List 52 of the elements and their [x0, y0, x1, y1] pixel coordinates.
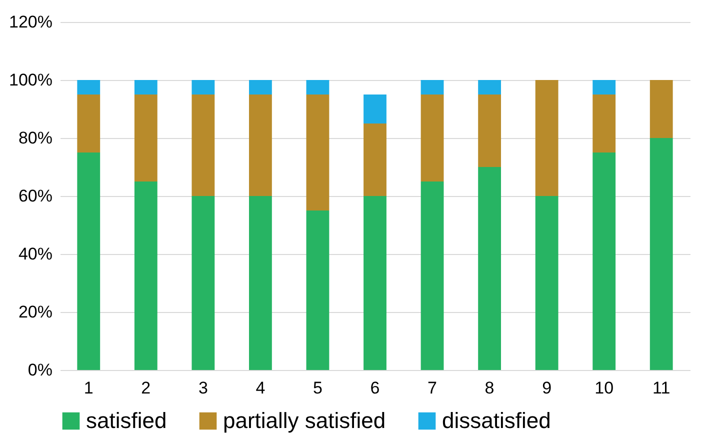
- bar: [364, 124, 386, 196]
- legend-label: dissatisfied: [442, 408, 551, 433]
- y-tick-label: 60%: [18, 186, 52, 206]
- x-tick-label: 7: [428, 378, 438, 398]
- x-tick-label: 6: [370, 378, 380, 398]
- x-tick-label: 9: [542, 378, 552, 398]
- bar: [192, 94, 215, 196]
- bar: [192, 80, 215, 94]
- bar: [478, 80, 501, 94]
- bar: [249, 80, 272, 94]
- bar: [134, 182, 158, 370]
- x-tick-label: 8: [484, 378, 494, 398]
- x-tick-label: 5: [312, 378, 322, 398]
- bar: [478, 167, 501, 370]
- bar: [420, 94, 444, 182]
- bar: [134, 80, 158, 94]
- y-tick-label: 80%: [18, 128, 52, 148]
- legend-label: satisfied: [86, 408, 167, 433]
- bar: [77, 80, 100, 94]
- bar: [249, 196, 272, 370]
- bar: [306, 80, 330, 94]
- bar: [77, 94, 100, 152]
- x-tick-label: 1: [84, 378, 94, 398]
- y-tick-label: 120%: [9, 12, 52, 32]
- x-tick-label: 4: [256, 378, 266, 398]
- bar: [650, 80, 673, 138]
- x-tick-label: 3: [198, 378, 208, 398]
- x-tick-label: 10: [594, 378, 614, 398]
- bar: [535, 196, 558, 370]
- bar: [478, 94, 501, 167]
- bar: [249, 94, 272, 196]
- bar: [364, 94, 386, 124]
- bar: [77, 152, 100, 370]
- bar: [364, 196, 386, 370]
- bar: [650, 138, 673, 370]
- bar: [420, 182, 444, 370]
- bar: [535, 80, 558, 196]
- x-tick-label: 2: [141, 378, 151, 398]
- bar: [306, 210, 330, 370]
- legend-label: partially satisfied: [223, 408, 386, 433]
- y-tick-label: 0%: [28, 360, 52, 380]
- bar: [592, 80, 616, 94]
- y-tick-label: 20%: [18, 302, 52, 322]
- bar: [592, 152, 616, 370]
- y-tick-label: 100%: [9, 70, 52, 90]
- bar: [420, 80, 444, 94]
- bar: [306, 94, 330, 210]
- y-tick-label: 40%: [18, 244, 52, 264]
- x-tick-label: 11: [652, 378, 670, 398]
- bar: [134, 94, 158, 182]
- bar: [192, 196, 215, 370]
- bar: [592, 94, 616, 152]
